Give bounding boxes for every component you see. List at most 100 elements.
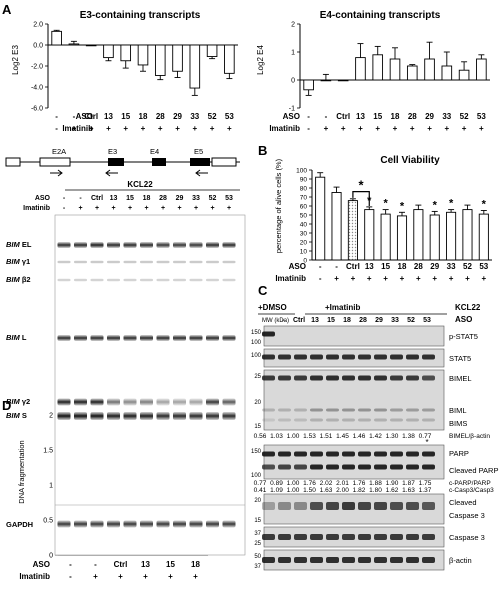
- y-tick-label: -1: [289, 106, 295, 113]
- wb-band: [342, 418, 355, 422]
- wb-band: [326, 418, 339, 422]
- bar: [85, 44, 97, 47]
- e4-y-axis-label: Log2 E4: [256, 45, 265, 75]
- imatinib-sign: +: [158, 124, 163, 133]
- wb-mw-marker: 20: [254, 400, 261, 406]
- gel-loading-label: GAPDH: [6, 520, 33, 529]
- wb-band: [422, 464, 435, 470]
- wb-ratio-row: 0.41 1.09 1.00 1.50 1.63 2.00 1.82 1.80 1.62 1.63…: [254, 487, 432, 494]
- e4-aso-label: ASO: [283, 112, 300, 121]
- bar: [172, 44, 183, 72]
- gel-band: [206, 242, 219, 248]
- gel-cell-line: KCL22: [127, 180, 153, 189]
- y-tick-label: 0.5: [43, 518, 53, 525]
- gel-band: [222, 335, 236, 341]
- primer-arrow-icon: [50, 169, 63, 177]
- imatinib-sign: +: [444, 124, 449, 133]
- e4-chart-title: E4-containing transcripts: [320, 10, 441, 21]
- gel-band: [74, 412, 87, 420]
- imatinib-sign: +: [351, 274, 356, 283]
- wb-band: [390, 502, 403, 510]
- imatinib-sign: +: [334, 274, 339, 283]
- wb-band: [294, 464, 307, 470]
- gel-band: [123, 398, 137, 406]
- imatinib-sign: +: [383, 274, 388, 283]
- y-tick-label: 1.5: [43, 448, 53, 455]
- wb-band: [406, 354, 419, 360]
- wb-band: [342, 464, 355, 470]
- gel-band: [123, 278, 137, 282]
- bracket-star: *: [359, 178, 365, 193]
- bar: [189, 44, 201, 89]
- wb-band: [374, 534, 387, 540]
- bar: [103, 44, 114, 59]
- wb-band: [262, 375, 275, 381]
- x-category-label: 18: [398, 262, 407, 271]
- gel-band: [123, 520, 137, 528]
- imatinib-sign: +: [416, 274, 421, 283]
- viability-imatinib-label: Imatinib: [275, 274, 306, 283]
- gel-band: [57, 520, 71, 528]
- wb-band: [422, 375, 435, 381]
- wb-mw-marker: 25: [254, 374, 261, 380]
- x-category-label: 52: [463, 262, 472, 271]
- wb-band: [294, 354, 307, 360]
- bar: [458, 69, 470, 81]
- wb-band: [262, 354, 275, 360]
- imatinib-sign: +: [210, 124, 215, 133]
- imatinib-sign: +: [143, 572, 148, 581]
- wb-membrane: [263, 444, 445, 480]
- imatinib-sign: -: [307, 124, 310, 133]
- primer-arrow-icon: [195, 169, 208, 177]
- bar: [429, 214, 440, 261]
- wb-band: [422, 534, 435, 540]
- wb-mw-marker: 150: [251, 449, 262, 455]
- wb-band: [374, 451, 387, 457]
- wb-ratio-value: 1.63: [320, 487, 333, 494]
- gel-imatinib-label: Imatinib: [23, 205, 50, 212]
- significance-star: *: [449, 198, 454, 210]
- wb-ratio-label: c-PARP/PARP: [449, 480, 491, 487]
- bar: [424, 58, 435, 81]
- x-category-label: -: [325, 112, 328, 121]
- gel-band: [90, 278, 104, 282]
- y-tick-label: 40: [300, 222, 308, 229]
- imatinib-sign: +: [400, 274, 405, 283]
- wb-band: [342, 534, 355, 540]
- wb-band: [278, 464, 291, 470]
- gel-imatinib-sign: +: [194, 205, 198, 212]
- gel-band: [189, 412, 203, 420]
- wb-membrane: [263, 325, 445, 347]
- wb-ratio-value: 1.63: [402, 487, 415, 494]
- gel-band: [189, 260, 203, 264]
- wb-band: [278, 408, 291, 412]
- wb-protein-label: STAT5: [449, 354, 471, 363]
- imatinib-sign: +: [465, 274, 470, 283]
- y-tick-label: 2.0: [33, 22, 43, 29]
- wb-band: [358, 375, 371, 381]
- wb-ratio-value: 0.56: [254, 433, 267, 440]
- x-category-label: 33: [190, 112, 199, 121]
- x-category-label: 13: [104, 112, 113, 121]
- wb-ratio-value: 1.88: [369, 480, 382, 487]
- x-category-label: 29: [173, 112, 182, 121]
- wb-ratio-value: 1.37: [419, 487, 432, 494]
- wb-lane-label: 15: [327, 317, 335, 324]
- viability-y-axis-label: percentage of alive cells (%): [274, 158, 283, 253]
- bar: [355, 57, 366, 81]
- gel-band: [57, 278, 71, 282]
- x-category-label: -: [73, 112, 76, 121]
- wb-band: [422, 502, 435, 510]
- bar: [476, 58, 487, 81]
- wb-lane-label: 13: [311, 317, 319, 324]
- x-category-label: 13: [356, 112, 365, 121]
- gel-imatinib-sign: +: [111, 205, 115, 212]
- panel-label-c: C: [258, 283, 268, 298]
- x-category-label: -: [55, 112, 58, 121]
- y-tick-label: -4.0: [31, 85, 43, 92]
- gel-bands: [55, 242, 245, 528]
- gel-lane-labels: - - - + Ctrl +13 +15 +18 +28 +29 +33 +52 +53 +: [63, 195, 233, 212]
- wb-band: [326, 502, 339, 510]
- bar: [224, 44, 235, 74]
- wb-ratio-value: 1.00: [287, 433, 300, 440]
